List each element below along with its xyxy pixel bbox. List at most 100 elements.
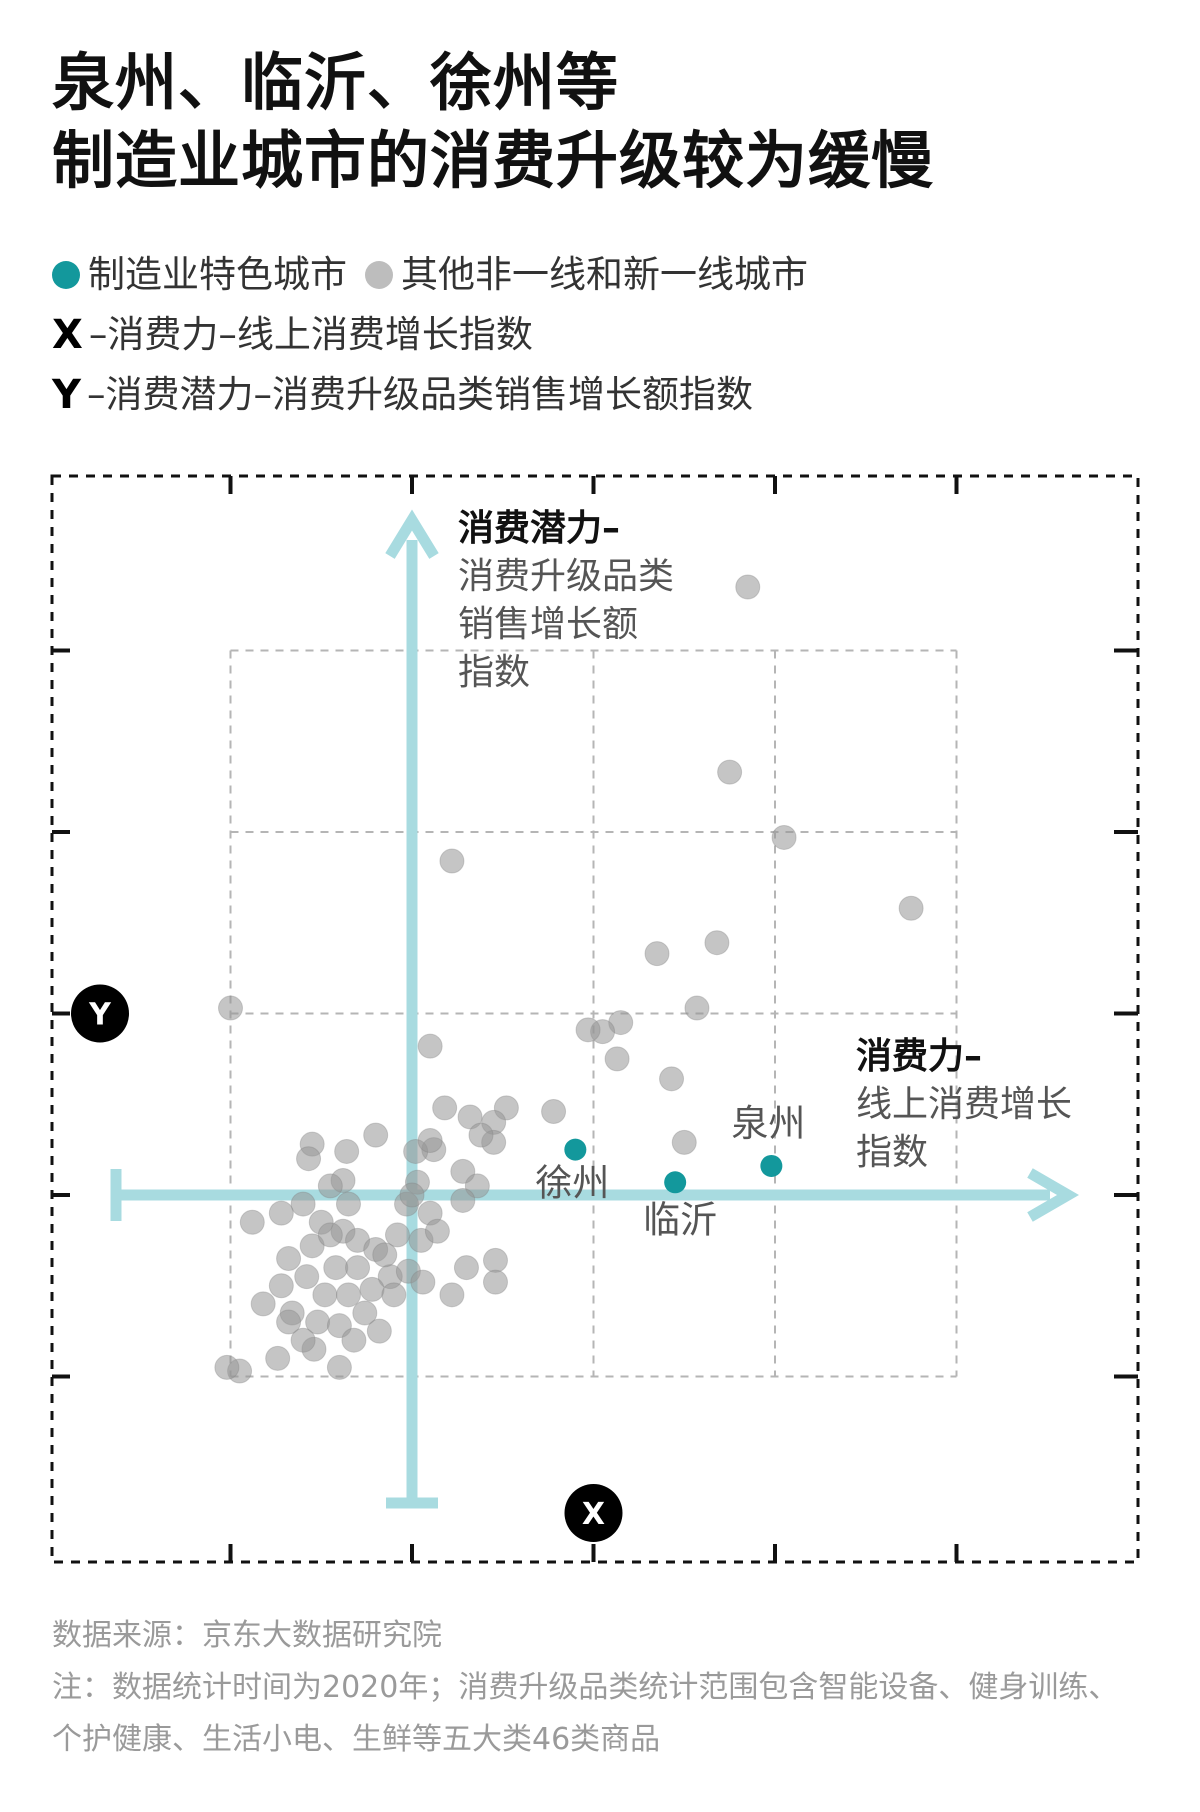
- other-city-point: [399, 1182, 425, 1208]
- other-city-point: [717, 759, 743, 785]
- other-city-point: [381, 1282, 407, 1308]
- other-city-point: [265, 1345, 291, 1371]
- other-city-point: [684, 995, 710, 1021]
- other-city-point: [345, 1255, 371, 1281]
- other-city-dot-icon: [365, 261, 393, 289]
- other-city-point: [296, 1146, 322, 1172]
- legend-x-row: X –消费力–线上消费增长指数: [52, 305, 808, 365]
- other-city-point: [218, 995, 243, 1021]
- legend-y-row: Y –消费潜力–消费升级品类销售增长额指数: [52, 365, 808, 425]
- other-city-point: [268, 1273, 294, 1299]
- other-city-point: [276, 1246, 302, 1272]
- other-city-point: [294, 1264, 320, 1290]
- chart-axes: YX: [71, 509, 1079, 1542]
- y-badge-circle: [71, 984, 129, 1043]
- manufacturing-city-dot-icon: [52, 261, 80, 289]
- other-city-point: [468, 1122, 494, 1148]
- other-city-point: [372, 1242, 398, 1268]
- other-city-point: [214, 1354, 240, 1380]
- other-city-point: [735, 574, 761, 600]
- city-label: 临沂: [643, 1198, 717, 1241]
- legend-y-desc: –消费潜力–消费升级品类销售增长额指数: [86, 373, 753, 416]
- x-badge: X: [582, 1497, 605, 1532]
- other-city-point: [450, 1158, 476, 1184]
- other-city-point: [604, 1046, 630, 1072]
- other-city-point: [276, 1309, 302, 1335]
- other-city-point: [417, 1033, 443, 1059]
- title-line-1: 泉州、临沂、徐州等: [52, 46, 620, 119]
- title-line-2: 制造业城市的消费升级较为缓慢: [52, 124, 935, 197]
- page-title: 泉州、临沂、徐州等 制造业城市的消费升级较为缓慢: [52, 44, 934, 200]
- other-city-point: [299, 1233, 325, 1259]
- other-city-point: [410, 1269, 436, 1295]
- other-city-point: [334, 1138, 360, 1164]
- other-city-point: [290, 1327, 316, 1353]
- other-city-point: [417, 1128, 443, 1154]
- other-city-point: [424, 1218, 450, 1244]
- manufacturing-city-point: [564, 1138, 587, 1161]
- other-city-point: [366, 1318, 392, 1344]
- other-city-point: [335, 1191, 361, 1217]
- city-label: 泉州: [731, 1102, 805, 1145]
- y-axis-label-title: 消费潜力–: [458, 508, 620, 549]
- legend-x-key: X: [52, 312, 83, 358]
- footer-note-line-2: 个护健康、生活小电、生鲜等五大类46类商品: [52, 1722, 661, 1757]
- other-city-point: [363, 1122, 389, 1148]
- y-axis-label-line: 指数: [458, 652, 530, 693]
- legend: 制造业特色城市 其他非一线和新一线城市 X –消费力–线上消费增长指数 Y –消…: [52, 245, 808, 425]
- other-city-point: [341, 1327, 367, 1353]
- other-city-point: [659, 1066, 685, 1092]
- other-city-point: [352, 1300, 378, 1326]
- other-city-point: [268, 1200, 294, 1226]
- x-badge-circle: [564, 1484, 623, 1542]
- other-city-point: [439, 848, 465, 874]
- other-city-point: [250, 1291, 276, 1317]
- other-city-point: [453, 1255, 479, 1281]
- legend-manufacturing-label: 制造业特色城市: [88, 253, 347, 296]
- y-axis-label: 消费潜力– 消费升级品类销售增长额指数: [458, 508, 674, 693]
- y-axis-label-line: 消费升级品类: [458, 556, 674, 597]
- other-city-point: [312, 1282, 338, 1308]
- other-city-point: [384, 1222, 410, 1248]
- other-city-point: [898, 895, 924, 921]
- other-city-point: [457, 1104, 483, 1130]
- y-badge: Y: [88, 998, 112, 1033]
- other-city-point: [326, 1354, 352, 1380]
- other-city-point: [644, 941, 670, 967]
- other-city-point: [450, 1187, 476, 1213]
- other-city-point: [323, 1255, 349, 1281]
- legend-other-label: 其他非一线和新一线城市: [401, 253, 808, 296]
- other-city-point: [239, 1209, 265, 1235]
- other-city-point: [482, 1269, 508, 1295]
- other-city-point: [290, 1191, 316, 1217]
- other-city-point: [575, 1017, 601, 1043]
- legend-x-desc: –消费力–线上消费增长指数: [88, 313, 533, 356]
- footer-source: 数据来源：京东大数据研究院: [52, 1618, 442, 1653]
- other-city-point: [482, 1247, 508, 1273]
- other-city-point: [771, 824, 797, 850]
- manufacturing-city-point: [760, 1154, 783, 1177]
- chart-points: [214, 574, 924, 1384]
- legend-series-row: 制造业特色城市 其他非一线和新一线城市: [52, 245, 808, 305]
- footer: 数据来源：京东大数据研究院 注：数据统计时间为2020年；消费升级品类统计范围包…: [52, 1610, 1118, 1766]
- other-city-point: [464, 1173, 490, 1199]
- footer-note-line-1: 注：数据统计时间为2020年；消费升级品类统计范围包含智能设备、健身训练、: [52, 1670, 1119, 1705]
- other-city-point: [432, 1095, 458, 1121]
- manufacturing-city-point: [664, 1171, 687, 1194]
- chart-frame: [50, 474, 1140, 1564]
- other-city-point: [326, 1313, 352, 1339]
- x-axis-label-line: 线上消费增长: [856, 1084, 1072, 1125]
- x-axis-label: 消费力– 线上消费增长指数: [856, 1036, 1072, 1173]
- other-city-point: [317, 1222, 343, 1248]
- y-axis-arrow-icon: [385, 509, 439, 559]
- x-axis-label-title: 消费力–: [856, 1036, 982, 1077]
- x-axis-label-line: 指数: [856, 1132, 928, 1173]
- legend-y-key: Y: [52, 372, 81, 418]
- other-city-point: [541, 1099, 567, 1125]
- y-axis-label-line: 销售增长额: [458, 604, 638, 645]
- city-label: 徐州: [535, 1162, 609, 1205]
- x-axis-arrow-icon: [1027, 1168, 1079, 1222]
- other-city-point: [439, 1282, 465, 1308]
- other-city-point: [704, 930, 730, 956]
